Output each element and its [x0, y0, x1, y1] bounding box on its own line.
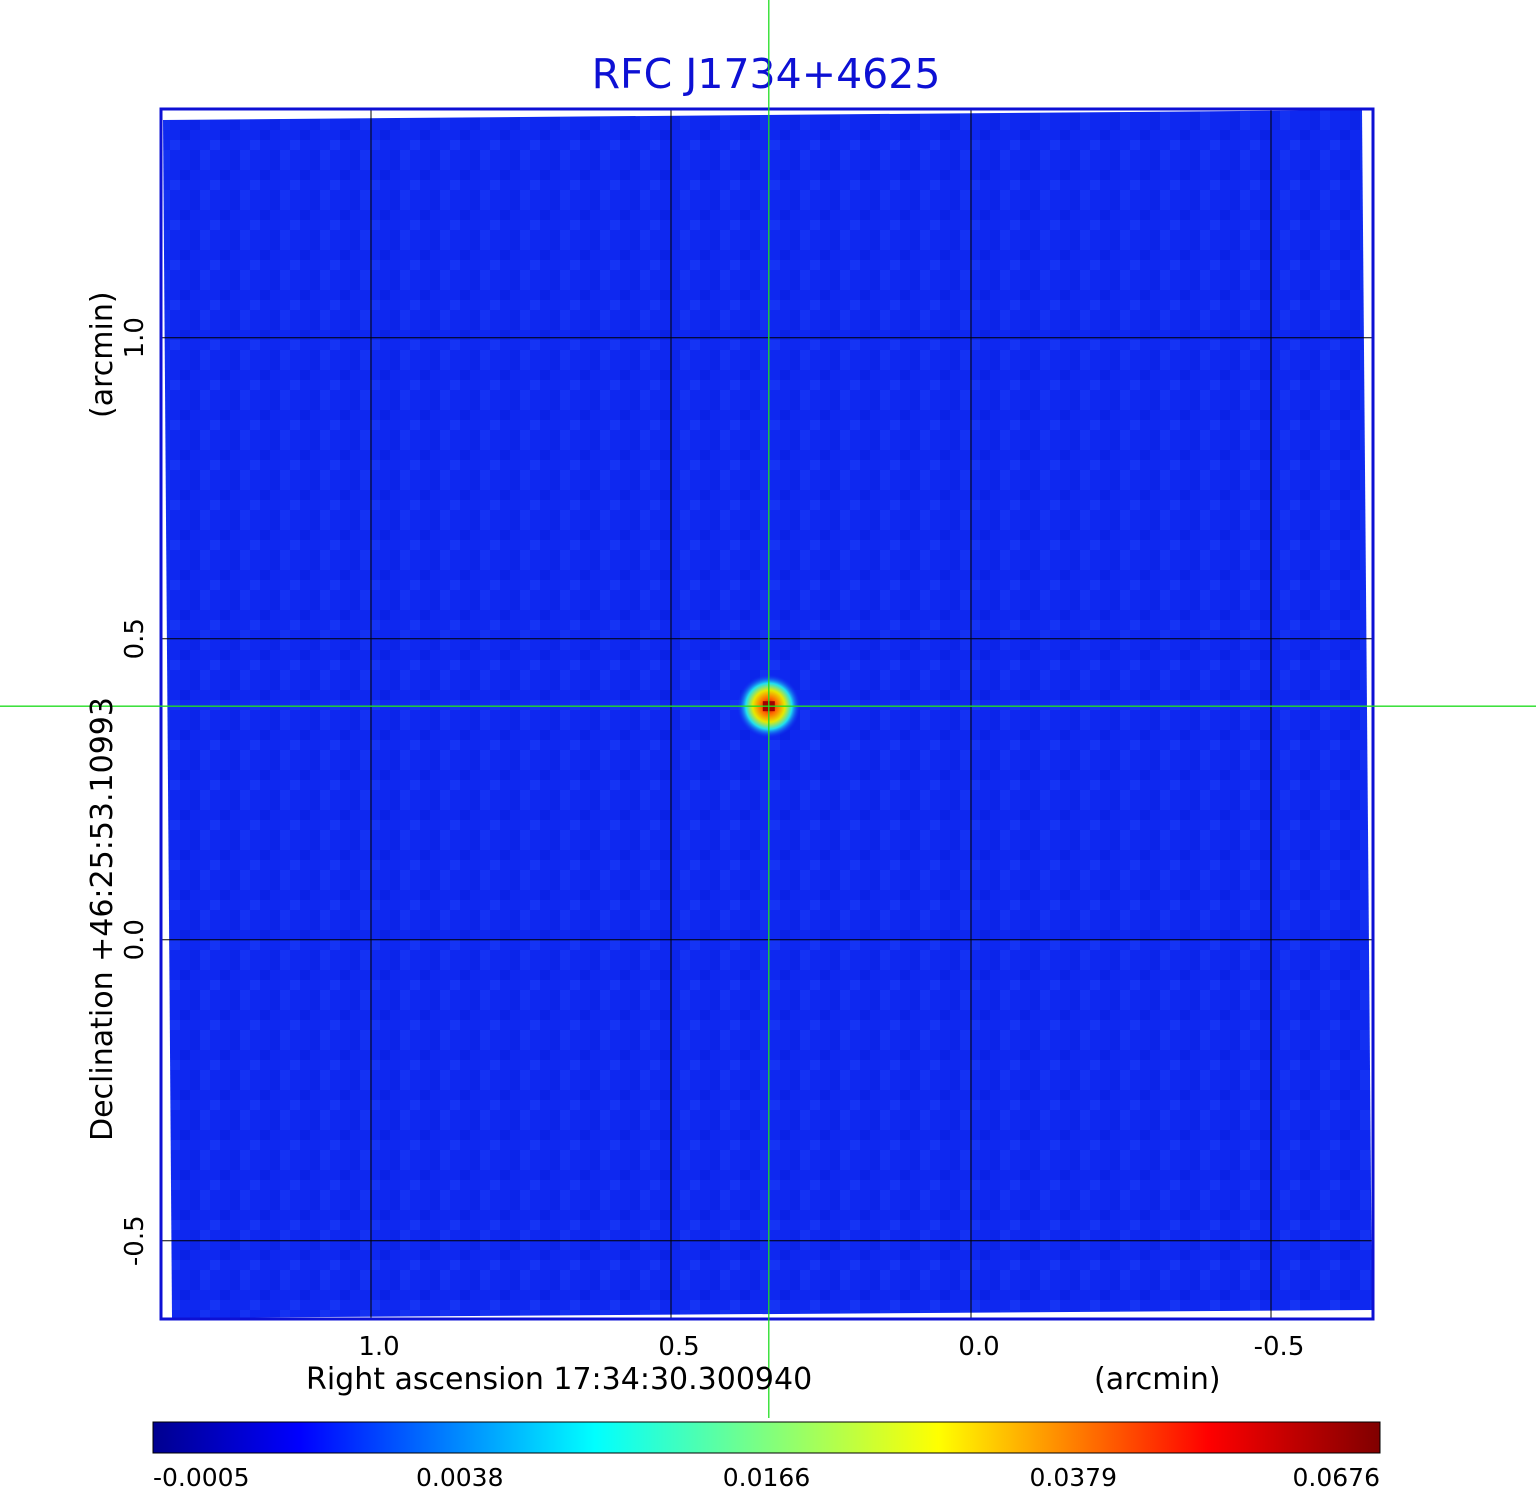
x-tick-label: 0.0 — [958, 1332, 999, 1362]
plot-frame — [159, 107, 1375, 1321]
x-tick-label: 0.5 — [658, 1332, 699, 1362]
colorbar-tick-label: 0.0166 — [723, 1463, 810, 1492]
colorbar-tick-label: 0.0379 — [1030, 1463, 1117, 1492]
y-tick-labels: 1.0 0.5 0.0 -0.5 — [120, 317, 150, 1266]
y-tick-label: -0.5 — [120, 1215, 150, 1266]
colorbar-labels: -0.0005 0.0038 0.0166 0.0379 0.0676 — [153, 1463, 1380, 1492]
colorbar-tick-label: 0.0676 — [1293, 1463, 1380, 1492]
colorbar-tick-label: -0.0005 — [153, 1463, 250, 1492]
y-axis-unit: (arcmin) — [85, 291, 120, 418]
coordinate-grid — [161, 109, 1373, 1319]
y-axis-label: Declination +46:25:53.10993 — [85, 697, 120, 1141]
colorbar-tick-label: 0.0038 — [416, 1463, 503, 1492]
colorbar — [152, 1421, 1381, 1454]
y-tick-label: 1.0 — [120, 317, 150, 358]
x-tick-labels: 1.0 0.5 0.0 -0.5 — [358, 1332, 1304, 1362]
y-tick-label: 0.0 — [120, 919, 150, 960]
x-axis-label: Right ascension 17:34:30.300940 — [306, 1362, 812, 1397]
chart-title: RFC J1734+4625 — [592, 50, 941, 98]
x-axis-unit: (arcmin) — [1094, 1362, 1221, 1397]
x-tick-label: -0.5 — [1254, 1332, 1305, 1362]
y-tick-label: 0.5 — [120, 618, 150, 659]
x-tick-label: 1.0 — [358, 1332, 399, 1362]
